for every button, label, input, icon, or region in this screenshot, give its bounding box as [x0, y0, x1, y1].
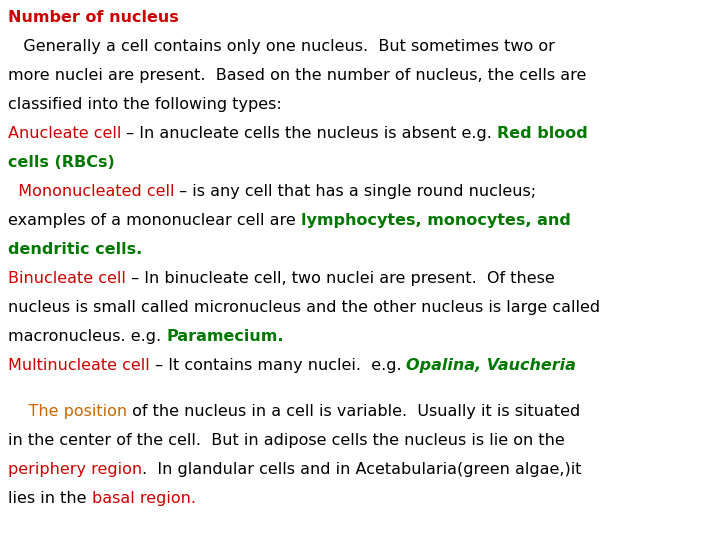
Text: Multinucleate cell: Multinucleate cell — [8, 358, 150, 373]
Text: .  In glandular cells and in Acetabularia(green algae,)it: . In glandular cells and in Acetabularia… — [142, 462, 582, 477]
Text: lymphocytes, monocytes, and: lymphocytes, monocytes, and — [301, 213, 571, 228]
Text: macronucleus. e.g.: macronucleus. e.g. — [8, 329, 166, 344]
Text: The position: The position — [8, 404, 127, 420]
Text: periphery region: periphery region — [8, 462, 142, 477]
Text: nucleus is small called micronucleus and the other nucleus is large called: nucleus is small called micronucleus and… — [8, 300, 600, 315]
Text: – It contains many nuclei.  e.g.: – It contains many nuclei. e.g. — [150, 358, 407, 373]
Text: lies in the: lies in the — [8, 491, 91, 507]
Text: of the nucleus in a cell is variable.  Usually it is situated: of the nucleus in a cell is variable. Us… — [127, 404, 580, 420]
Text: examples of a mononuclear cell are: examples of a mononuclear cell are — [8, 213, 301, 228]
Text: Red blood: Red blood — [498, 126, 588, 141]
Text: dendritic cells.: dendritic cells. — [8, 242, 143, 257]
Text: basal region.: basal region. — [91, 491, 196, 507]
Text: Anucleate cell: Anucleate cell — [8, 126, 122, 141]
Text: – In binucleate cell, two nuclei are present.  Of these: – In binucleate cell, two nuclei are pre… — [126, 271, 554, 286]
Text: Mononucleated cell: Mononucleated cell — [8, 184, 174, 199]
Text: more nuclei are present.  Based on the number of nucleus, the cells are: more nuclei are present. Based on the nu… — [8, 68, 586, 83]
Text: – In anucleate cells the nucleus is absent e.g.: – In anucleate cells the nucleus is abse… — [122, 126, 498, 141]
Text: cells (RBCs): cells (RBCs) — [8, 155, 114, 170]
Text: Binucleate cell: Binucleate cell — [8, 271, 126, 286]
Text: classified into the following types:: classified into the following types: — [8, 97, 282, 112]
Text: – is any cell that has a single round nucleus;: – is any cell that has a single round nu… — [174, 184, 536, 199]
Text: Generally a cell contains only one nucleus.  But sometimes two or: Generally a cell contains only one nucle… — [8, 39, 555, 54]
Text: Opalina, Vaucheria: Opalina, Vaucheria — [407, 358, 577, 373]
Text: Paramecium.: Paramecium. — [166, 329, 284, 344]
Text: Number of nucleus: Number of nucleus — [8, 10, 179, 25]
Text: in the center of the cell.  But in adipose cells the nucleus is lie on the: in the center of the cell. But in adipos… — [8, 434, 564, 448]
